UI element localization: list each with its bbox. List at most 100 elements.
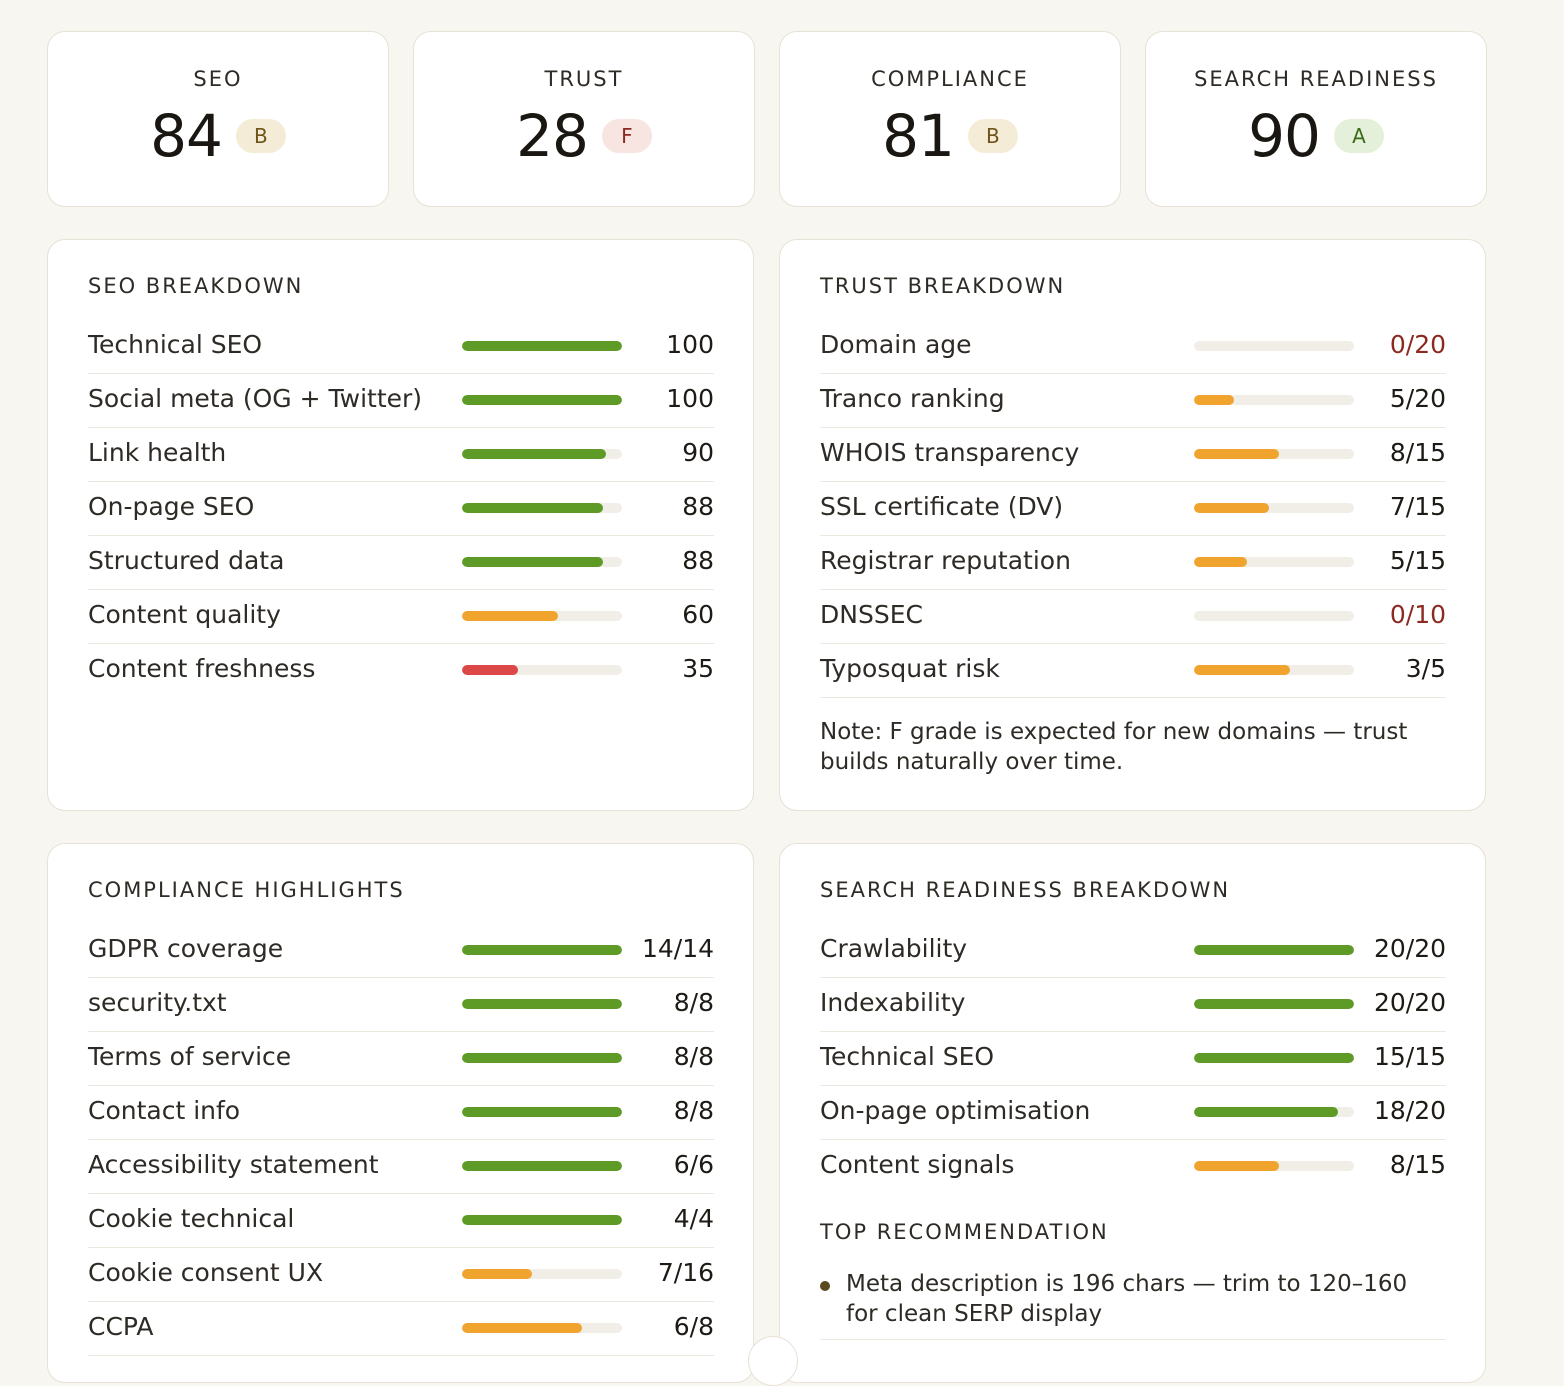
panel-title: TRUST BREAKDOWN [820, 274, 1066, 298]
score-value: 90 [1248, 102, 1321, 170]
row-label: CCPA [88, 1312, 154, 1341]
search-readiness-panel: SEARCH READINESS BREAKDOWN Crawlability 2… [779, 843, 1486, 1383]
breakdown-row: Typosquat risk 3/5 [820, 644, 1446, 698]
progress-bar-fill [462, 665, 518, 675]
progress-bar [462, 945, 622, 955]
row-value: 0/20 [1389, 330, 1446, 359]
row-label: Link health [88, 438, 227, 467]
breakdown-list: Domain age 0/20 Tranco ranking 5/20 WHOIS tr… [820, 320, 1446, 698]
row-value: 100 [666, 330, 714, 359]
progress-bar [1194, 1161, 1354, 1171]
progress-bar [1194, 611, 1354, 621]
progress-bar-fill [462, 999, 622, 1009]
row-value: 14/14 [641, 934, 714, 963]
grade-badge: A [1333, 119, 1384, 153]
panel-title: SEO BREAKDOWN [88, 274, 304, 298]
row-label: security.txt [88, 988, 227, 1017]
breakdown-row: GDPR coverage 14/14 [88, 924, 714, 978]
progress-bar [1194, 999, 1354, 1009]
row-value: 15/15 [1373, 1042, 1446, 1071]
row-label: Indexability [820, 988, 966, 1017]
breakdown-row: Link health 90 [88, 428, 714, 482]
progress-bar [1194, 1053, 1354, 1063]
breakdown-row: Domain age 0/20 [820, 320, 1446, 374]
row-label: Contact info [88, 1096, 241, 1125]
progress-bar-fill [462, 1323, 582, 1333]
progress-bar [1194, 449, 1354, 459]
trust-note: Note: F grade is expected for new domain… [820, 719, 1408, 775]
breakdown-row: SSL certificate (DV) 7/15 [820, 482, 1446, 536]
breakdown-row: Content quality 60 [88, 590, 714, 644]
grade-badge: B [967, 119, 1018, 153]
progress-bar [1194, 665, 1354, 675]
row-label: Technical SEO [820, 1042, 995, 1071]
row-label: Terms of service [88, 1042, 292, 1071]
row-value: 0/10 [1389, 600, 1446, 629]
breakdown-row: Crawlability 20/20 [820, 924, 1446, 978]
progress-bar-fill [1194, 449, 1279, 459]
progress-bar [1194, 341, 1354, 351]
progress-bar [462, 557, 622, 567]
score-label: SEARCH READINESS [1194, 67, 1438, 91]
breakdown-row: Contact info 8/8 [88, 1086, 714, 1140]
row-value: 100 [666, 384, 714, 413]
progress-bar-fill [462, 1161, 622, 1171]
progress-bar-fill [1194, 665, 1290, 675]
progress-bar-fill [462, 449, 606, 459]
row-label: GDPR coverage [88, 934, 284, 963]
breakdown-row: CCPA 6/8 [88, 1302, 714, 1356]
row-label: Structured data [88, 546, 285, 575]
progress-bar [462, 449, 622, 459]
progress-bar-fill [1194, 503, 1269, 513]
breakdown-row: Cookie consent UX 7/16 [88, 1248, 714, 1302]
progress-bar-fill [462, 611, 558, 621]
recommendation-item: Meta description is 196 chars — trim to … [820, 1269, 1446, 1340]
seo-breakdown-panel: SEO BREAKDOWN Technical SEO 100 Social met… [47, 239, 754, 811]
breakdown-row: Terms of service 8/8 [88, 1032, 714, 1086]
row-value: 3/5 [1405, 654, 1446, 683]
row-value: 88 [682, 492, 714, 521]
grade-badge: B [235, 119, 286, 153]
row-value: 20/20 [1373, 934, 1446, 963]
row-label: Content quality [88, 600, 281, 629]
score-value: 28 [516, 102, 589, 170]
row-value: 8/15 [1389, 1150, 1446, 1179]
row-value: 7/16 [657, 1258, 714, 1287]
progress-bar-fill [1194, 395, 1234, 405]
breakdown-row: On-page optimisation 18/20 [820, 1086, 1446, 1140]
row-value: 7/15 [1389, 492, 1446, 521]
progress-bar-fill [462, 1269, 532, 1279]
progress-bar-fill [462, 1053, 622, 1063]
progress-bar-fill [462, 341, 622, 351]
progress-bar [462, 665, 622, 675]
breakdown-row: On-page SEO 88 [88, 482, 714, 536]
row-value: 8/8 [673, 1096, 714, 1125]
score-label: TRUST [544, 67, 624, 91]
row-label: Accessibility statement [88, 1150, 379, 1179]
progress-bar [462, 341, 622, 351]
row-value: 60 [682, 600, 714, 629]
row-value: 8/8 [673, 988, 714, 1017]
row-value: 88 [682, 546, 714, 575]
row-label: Social meta (OG + Twitter) [88, 384, 423, 413]
progress-bar-fill [462, 945, 622, 955]
score-value: 84 [150, 102, 223, 170]
breakdown-row: Structured data 88 [88, 536, 714, 590]
progress-bar [462, 1215, 622, 1225]
bullet-dot-icon [820, 1281, 830, 1291]
row-value: 35 [682, 654, 714, 683]
progress-bar [462, 611, 622, 621]
breakdown-row: Indexability 20/20 [820, 978, 1446, 1032]
breakdown-list: Crawlability 20/20 Indexability 20/20 Techni… [820, 924, 1446, 1194]
row-label: Typosquat risk [820, 654, 1000, 683]
progress-bar-fill [462, 557, 603, 567]
progress-bar-fill [462, 1215, 622, 1225]
score-card-search-readiness: SEARCH READINESS 90 A [1145, 31, 1487, 207]
row-label: Cookie technical [88, 1204, 295, 1233]
progress-bar-fill [1194, 945, 1354, 955]
progress-bar [462, 1107, 622, 1117]
progress-bar [462, 1323, 622, 1333]
score-value: 81 [882, 102, 955, 170]
compliance-highlights-panel: COMPLIANCE HIGHLIGHTS GDPR coverage 14/14… [47, 843, 754, 1383]
scroll-to-top-button[interactable] [748, 1336, 798, 1386]
